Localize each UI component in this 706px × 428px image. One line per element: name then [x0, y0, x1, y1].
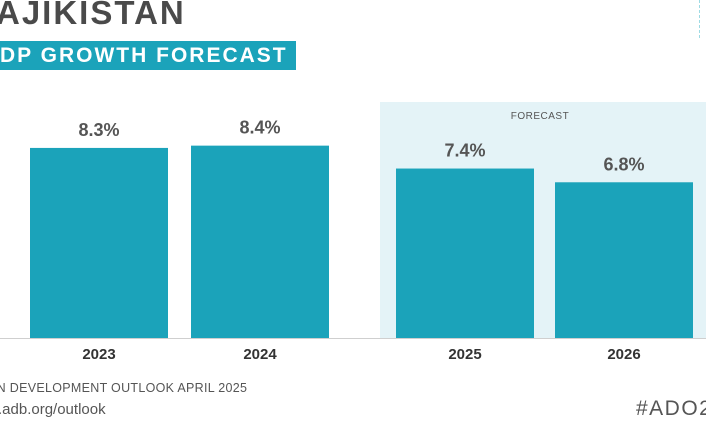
- source-url[interactable]: w.adb.org/outlook: [0, 401, 106, 418]
- hashtag: #ADO2: [636, 397, 706, 420]
- x-tick-2025: 2025: [448, 346, 481, 363]
- value-label-2026: 6.8%: [603, 154, 644, 174]
- chart-subtitle: DP GROWTH FORECAST: [0, 41, 296, 70]
- x-tick-2026: 2026: [607, 346, 640, 363]
- forecast-label: FORECAST: [510, 111, 570, 122]
- value-label-2023: 8.3%: [78, 120, 119, 140]
- x-tick-2024: 2024: [243, 346, 277, 363]
- bar-2024: [191, 145, 329, 338]
- source-text: AN DEVELOPMENT OUTLOOK APRIL 2025: [0, 381, 248, 395]
- value-label-2024: 8.4%: [239, 118, 280, 138]
- bar-2026: [555, 182, 693, 338]
- edge-divider: [699, 0, 703, 38]
- bar-2025: [396, 168, 534, 338]
- bar-2023: [30, 147, 168, 338]
- x-tick-2023: 2023: [82, 346, 115, 363]
- chart-title: AJIKISTAN: [0, 0, 186, 31]
- value-label-2025: 7.4%: [444, 141, 485, 161]
